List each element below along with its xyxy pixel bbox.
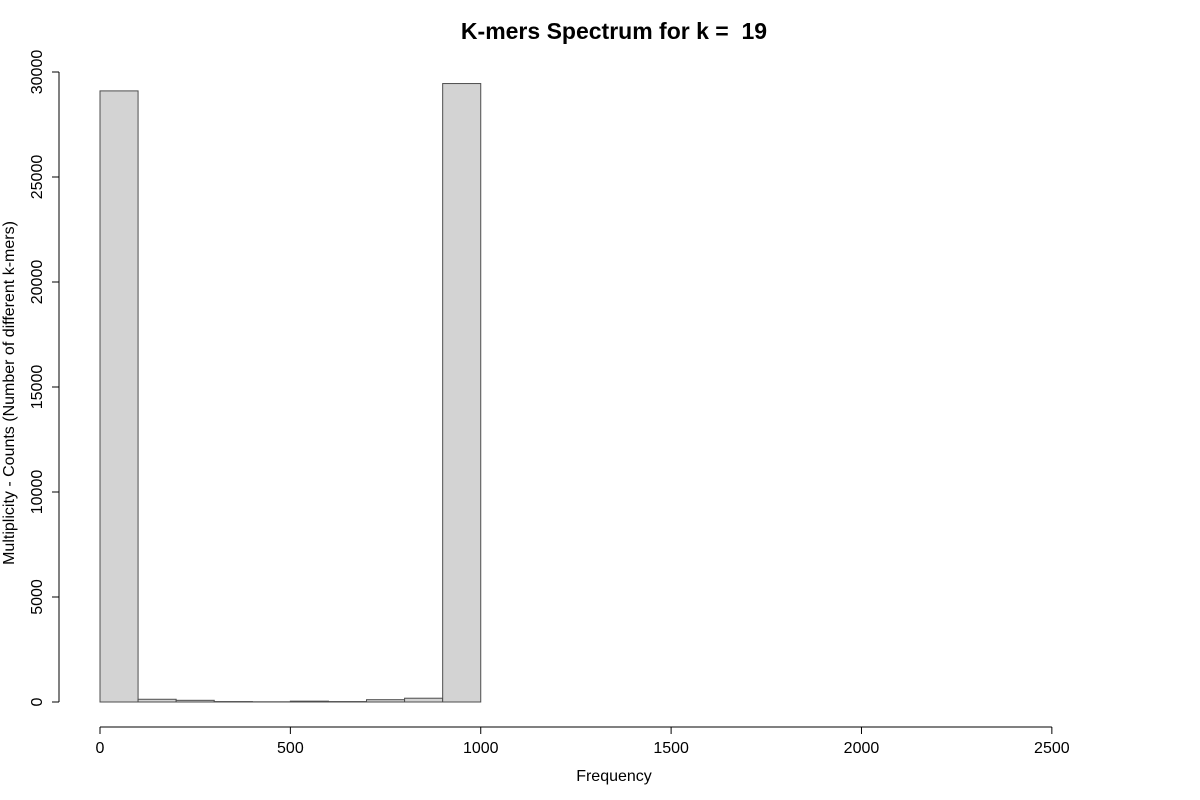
x-axis-ticks: 0 500 1000 1500 2000 2500 <box>96 727 1070 757</box>
histogram-bar-2 <box>175 699 215 703</box>
y-tick-label: 30000 <box>29 50 46 95</box>
x-tick-label: 1500 <box>653 740 689 757</box>
chart-title: K-mers Spectrum for k = 19 <box>461 18 767 44</box>
histogram-bar-7 <box>366 699 406 703</box>
histogram-bar-5 <box>289 700 329 703</box>
y-tick-label: 5000 <box>29 579 46 615</box>
histogram-bar-8 <box>404 697 444 703</box>
x-tick-label: 2500 <box>1034 740 1070 757</box>
histogram-bar-0 <box>99 90 139 703</box>
histogram-bar-1 <box>137 698 177 703</box>
x-tick-label: 2000 <box>844 740 880 757</box>
plot-bars <box>99 83 482 703</box>
y-tick-label: 15000 <box>29 365 46 410</box>
y-tick-label: 0 <box>29 697 46 706</box>
y-tick-label: 20000 <box>29 260 46 305</box>
x-tick-label: 500 <box>277 740 304 757</box>
x-axis-label: Frequency <box>576 768 652 785</box>
x-tick-label: 0 <box>96 740 105 757</box>
histogram-bar-9 <box>442 83 482 703</box>
y-axis-label: Multiplicity - Counts (Number of differe… <box>1 221 18 565</box>
y-tick-label: 10000 <box>29 470 46 515</box>
y-axis-ticks: 0 5000 10000 15000 20000 25000 30000 <box>29 50 59 706</box>
x-tick-label: 1000 <box>463 740 499 757</box>
y-tick-label: 25000 <box>29 155 46 200</box>
